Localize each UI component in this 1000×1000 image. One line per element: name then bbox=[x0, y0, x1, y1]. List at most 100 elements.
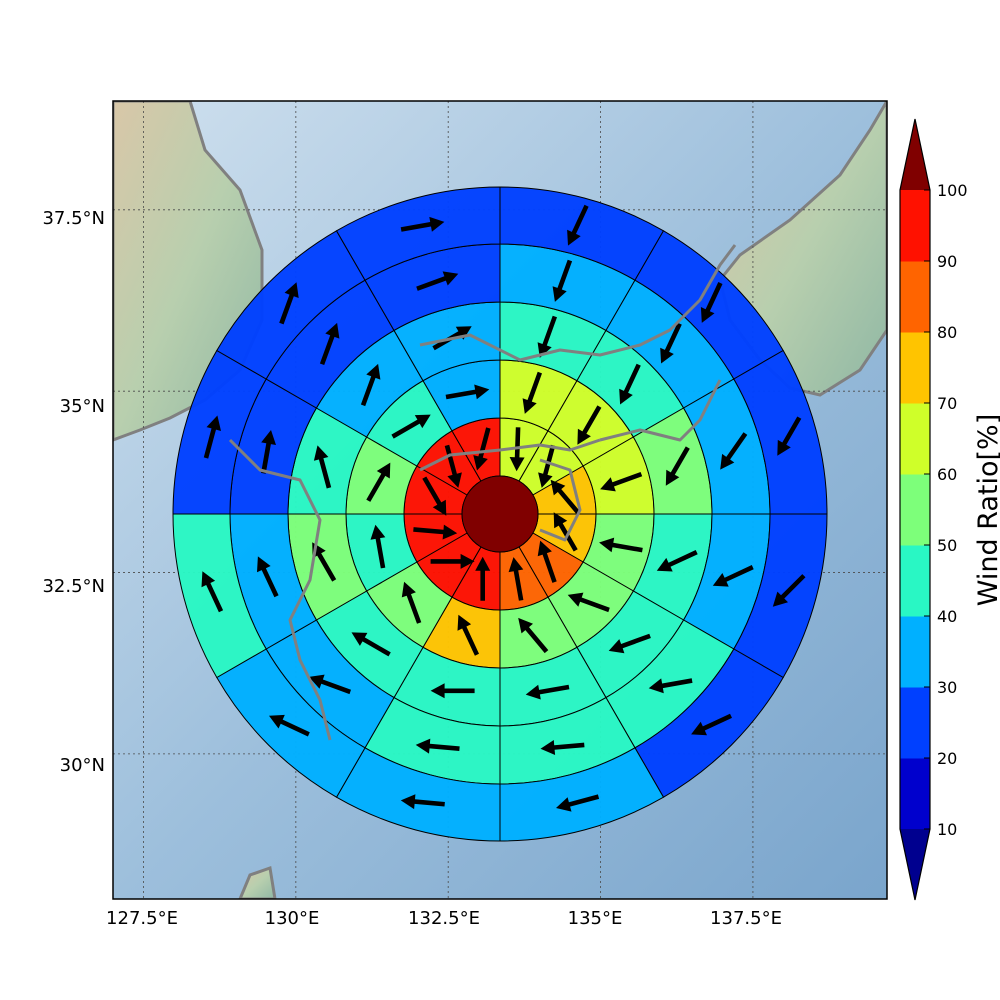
colorbar-extend-max bbox=[900, 119, 930, 190]
wind-arrow-ring1-11 bbox=[473, 427, 491, 471]
wind-arrow-ring4-6 bbox=[415, 738, 460, 754]
colorbar-tick-60: 60 bbox=[937, 465, 957, 484]
colorbar-band-2 bbox=[900, 616, 930, 688]
colorbar-band-7 bbox=[900, 261, 930, 333]
colorbar-tick-30: 30 bbox=[937, 678, 957, 697]
lat-tick-37-5: 37.5°N bbox=[42, 208, 105, 229]
wind-arrow-ring1-1 bbox=[538, 444, 556, 488]
wind-sectors bbox=[172, 186, 828, 842]
lon-tick-132-5: 132.5°E bbox=[408, 908, 480, 929]
colorbar-tick-10: 10 bbox=[937, 820, 957, 839]
wind-arrow-ring3-0 bbox=[537, 315, 557, 358]
wind-arrow-ring2-2 bbox=[600, 472, 643, 492]
lon-tick-127-5: 127.5°E bbox=[106, 908, 178, 929]
wind-arrow-ring5-8 bbox=[201, 571, 224, 613]
colorbar-band-8 bbox=[900, 190, 930, 262]
wind-arrow-ring5-2 bbox=[777, 416, 802, 456]
wind-arrow-ring4-11 bbox=[416, 271, 459, 291]
colorbar-band-1 bbox=[900, 687, 930, 759]
coastline-kii bbox=[539, 458, 582, 542]
lon-tick-135: 135°E bbox=[568, 908, 623, 929]
wind-arrow-ring3-10 bbox=[360, 363, 381, 407]
wind-arrow-ring5-10 bbox=[279, 282, 299, 325]
wind-arrow-ring4-3 bbox=[712, 565, 754, 587]
colorbar-tick-20: 20 bbox=[937, 749, 957, 768]
coastline-honshu bbox=[419, 244, 737, 362]
wind-arrow-ring2-1 bbox=[577, 405, 602, 445]
wind-arrow-ring1-3 bbox=[553, 512, 578, 552]
wind-arrow-ring2-10 bbox=[391, 414, 431, 439]
lon-tick-137-5: 137.5°E bbox=[710, 908, 782, 929]
wind-arrow-ring3-6 bbox=[430, 683, 475, 699]
lat-tick-32-5: 32.5°N bbox=[42, 576, 105, 597]
wind-arrow-ring1-9 bbox=[422, 476, 447, 516]
wind-arrow-ring5-7 bbox=[269, 714, 310, 737]
wind-arrow-ring2-5 bbox=[518, 617, 549, 654]
lon-tick-labels: 127.5°E 130°E 132.5°E 135°E 137.5°E bbox=[106, 908, 782, 929]
wind-arrow-ring1-5 bbox=[508, 557, 524, 601]
wind-arrow-ring5-5 bbox=[556, 794, 600, 812]
wind-arrow-ring3-1 bbox=[619, 363, 641, 405]
colorbar-tick-90: 90 bbox=[937, 252, 957, 271]
colorbar-band-5 bbox=[900, 403, 930, 475]
colorbar-band-0 bbox=[900, 758, 930, 830]
wind-arrow-ring3-7 bbox=[351, 632, 391, 657]
wind-arrow-ring4-9 bbox=[261, 430, 276, 474]
wind-arrow-ring4-5 bbox=[540, 740, 585, 755]
coastline-shikoku bbox=[419, 438, 601, 472]
wind-arrow-ring2-11 bbox=[445, 384, 490, 400]
colorbar-tick-70: 70 bbox=[937, 394, 957, 413]
wind-arrow-ring2-6 bbox=[457, 614, 479, 656]
wind-arrow-ring1-8 bbox=[413, 524, 458, 540]
wind-arrow-ring4-7 bbox=[308, 674, 351, 695]
wind-arrow-ring4-2 bbox=[720, 432, 748, 470]
sector-ring5-11 bbox=[335, 186, 501, 281]
colorbar-band-4 bbox=[900, 474, 930, 546]
lon-tick-130: 130°E bbox=[265, 908, 320, 929]
wind-arrow-ring2-9 bbox=[366, 462, 391, 502]
coastline-east bbox=[599, 379, 722, 442]
coastlines bbox=[228, 244, 737, 741]
wind-arrow-ring3-5 bbox=[525, 684, 570, 700]
wind-arrow-ring2-0 bbox=[522, 371, 542, 414]
wind-arrow-ring1-6 bbox=[475, 556, 491, 601]
wind-arrow-ring3-9 bbox=[313, 445, 332, 489]
lat-tick-labels: 37.5°N 35°N 32.5°N 30°N bbox=[42, 208, 105, 776]
wind-arrow-ring5-3 bbox=[772, 574, 806, 607]
wind-arrow-ring1-4 bbox=[537, 540, 557, 583]
wind-arrow-ring2-7 bbox=[401, 581, 422, 624]
lat-tick-30: 30°N bbox=[60, 755, 105, 776]
colorbar-tick-40: 40 bbox=[937, 607, 957, 626]
colorbar-tick-50: 50 bbox=[937, 536, 957, 555]
colorbar-label: Wind Ratio[%] bbox=[973, 414, 1000, 606]
coastline-kyushu bbox=[228, 438, 332, 741]
wind-arrow-ring3-3 bbox=[656, 550, 698, 572]
sector-center bbox=[461, 475, 539, 553]
wind-arrow-ring2-3 bbox=[599, 537, 643, 553]
colorbar-band-3 bbox=[900, 545, 930, 617]
wind-arrow-ring5-4 bbox=[691, 713, 732, 736]
wind-arrow-ring2-8 bbox=[370, 524, 386, 569]
map-panel bbox=[113, 101, 887, 899]
colorbar-tick-100: 100 bbox=[937, 181, 968, 200]
wind-arrow-ring4-1 bbox=[660, 322, 682, 364]
wind-arrow-ring5-0 bbox=[567, 204, 589, 246]
lat-tick-35: 35°N bbox=[60, 396, 105, 417]
wind-arrow-ring2-4 bbox=[567, 592, 610, 613]
wind-arrow-ring5-9 bbox=[203, 415, 221, 459]
wind-arrow-ring5-6 bbox=[400, 794, 445, 810]
land-kyushu-south bbox=[238, 865, 277, 899]
wind-arrow-ring1-2 bbox=[550, 479, 581, 515]
colorbar-band-6 bbox=[900, 332, 930, 404]
wind-arrow-ring5-1 bbox=[700, 282, 723, 323]
colorbar-tick-80: 80 bbox=[937, 323, 957, 342]
wind-arrow-ring4-0 bbox=[552, 259, 573, 302]
wind-arrow-ring5-11 bbox=[400, 216, 445, 232]
wind-arrow-ring3-2 bbox=[665, 446, 690, 486]
wind-arrow-ring4-8 bbox=[257, 556, 279, 598]
wind-arrow-ring3-4 bbox=[608, 633, 651, 654]
colorbar: 10 20 30 40 50 60 70 80 90 100 bbox=[899, 118, 968, 901]
wind-arrow-ring3-8 bbox=[312, 542, 337, 582]
wind-arrow-ring1-7 bbox=[430, 553, 475, 569]
